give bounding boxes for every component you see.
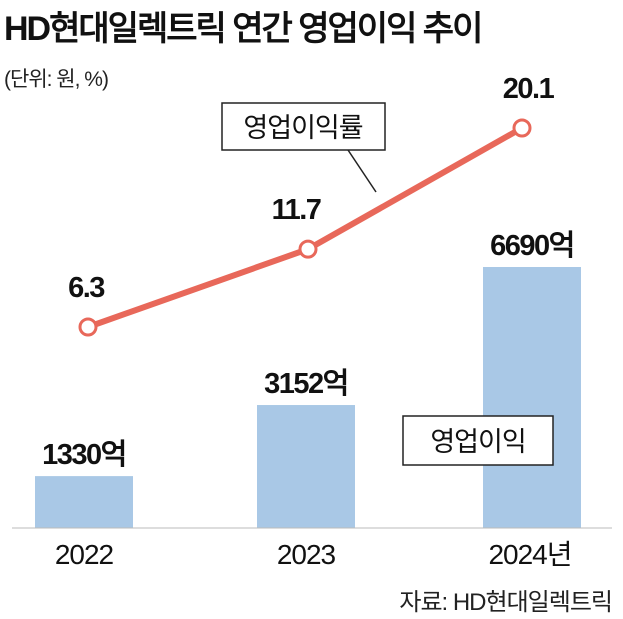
bar-2024년 <box>483 267 581 528</box>
line-point-2023 <box>298 239 318 259</box>
callout-box <box>221 102 386 151</box>
bar-value-label: 6690억 <box>490 229 574 262</box>
bar-legend-callout: 영업이익 <box>402 415 554 466</box>
source-note: 자료: HD현대일렉트릭 <box>399 589 612 616</box>
bar-2022 <box>35 476 133 528</box>
x-tick-label: 2022 <box>55 539 114 570</box>
callout-box <box>402 415 554 466</box>
bar-value-label: 1330억 <box>42 438 126 471</box>
unit-note: (단위: 원, %) <box>4 68 108 91</box>
line-point-2022 <box>78 317 98 337</box>
line-series-label: 영업이익률 <box>243 113 362 143</box>
line-series <box>86 125 524 330</box>
line-value-label: 20.1 <box>503 73 555 105</box>
line-value-label: 6.3 <box>68 272 105 304</box>
x-tick-label: 2024년 <box>488 539 571 570</box>
line-point-2024년 <box>512 118 532 138</box>
line-legend-callout: 영업이익률 <box>221 102 386 193</box>
bar-2023 <box>257 405 355 528</box>
x-tick-label: 2023 <box>277 539 336 570</box>
line-value-label: 11.7 <box>272 194 321 226</box>
chart-title: HD현대일렉트릭 연간 영업이익 추이 <box>4 10 481 48</box>
bar-value-label: 3152억 <box>264 367 348 400</box>
callout-leader-line <box>347 149 377 193</box>
bar-series-label: 영업이익 <box>430 427 525 457</box>
